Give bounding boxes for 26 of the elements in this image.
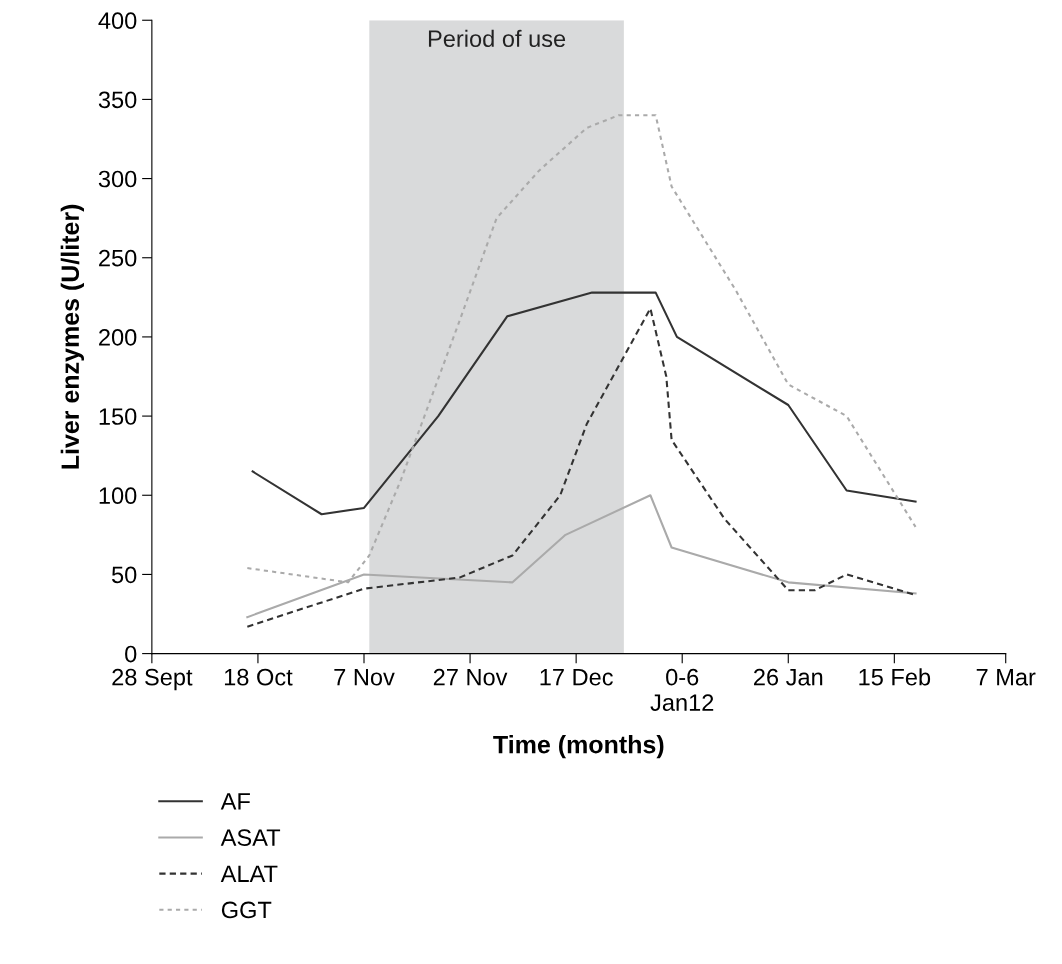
y-tick-label: 0 [125, 645, 137, 663]
line-series [251, 291, 917, 516]
x-tick-label: 7 Mar [976, 669, 1036, 686]
x-tick-label: 15 Feb [859, 668, 931, 686]
y-tick-label: 200 [99, 328, 137, 346]
x-axis-title: Time (months) [493, 735, 664, 759]
x-tick-label: 7 Nov [334, 669, 395, 686]
x-tick-label: 18 Oct [224, 668, 293, 686]
x-tick-label: 26 Jan [754, 668, 823, 686]
legend-label: AF [220, 793, 250, 810]
y-tick-label: 350 [98, 91, 137, 109]
x-tick-label: 27 Nov [433, 668, 508, 686]
x-tick-label: 0-6 Jan12 [650, 668, 714, 711]
legend-label: GGT [221, 901, 272, 919]
y-axis-title: Liver enzymes (U/liter) [60, 204, 84, 469]
legend-label: ALAT [220, 865, 278, 882]
legend-label: ASAT [220, 829, 281, 846]
y-tick-label: 250 [99, 249, 137, 267]
y-tick-label: 100 [99, 487, 137, 505]
y-tick-label: 300 [98, 170, 137, 188]
x-tick-label: 28 Sept [112, 668, 193, 691]
y-tick-label: 150 [99, 408, 137, 425]
y-tick-label: 50 [111, 566, 137, 584]
x-tick-label: 17 Dec [540, 669, 613, 686]
band-label: Period of use [428, 29, 566, 48]
y-tick-label: 400 [98, 12, 137, 30]
